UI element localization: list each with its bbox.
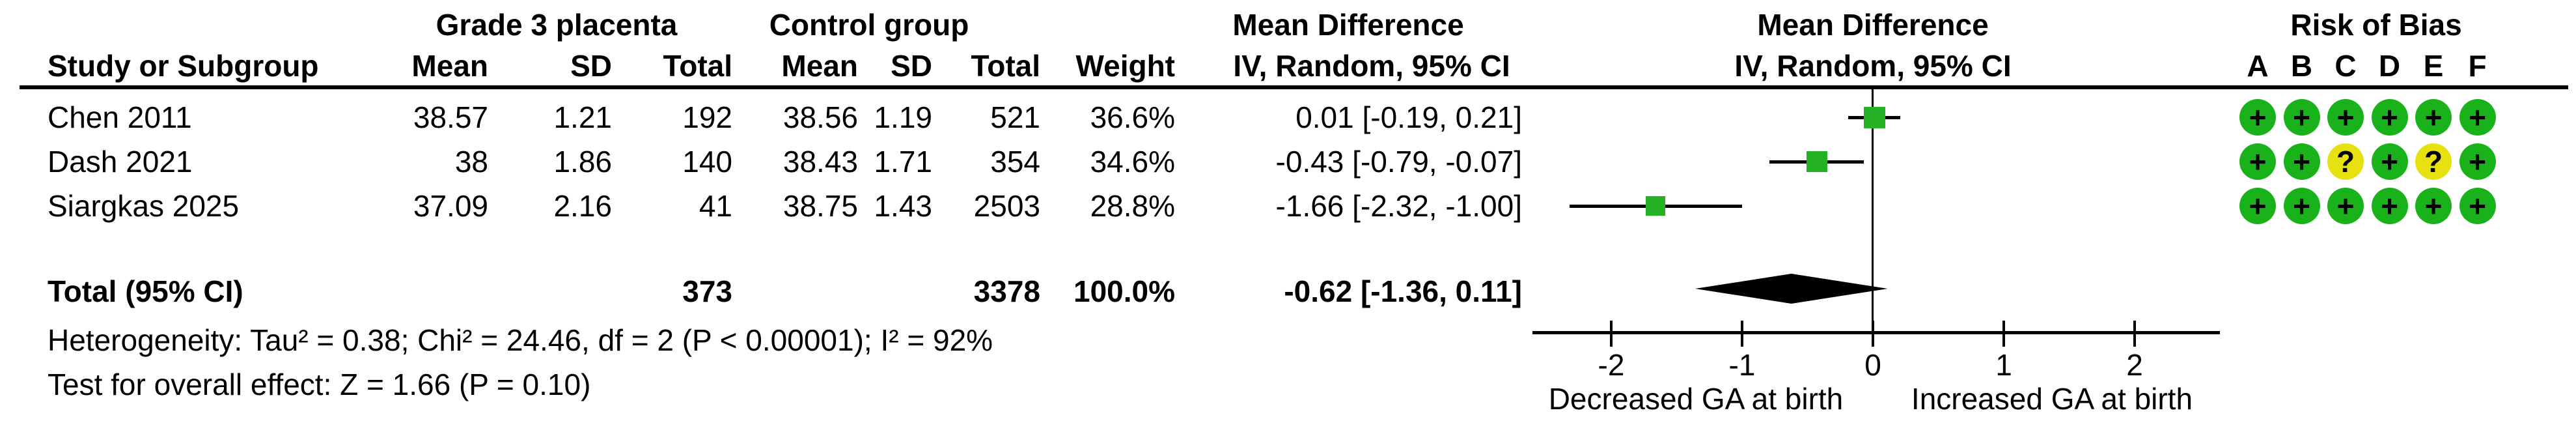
col-header-weight: Weight (1075, 49, 1175, 83)
study-weight: 36.6% (1090, 100, 1175, 134)
study-col-header: Study or Subgroup (48, 49, 319, 83)
rob-domain-letter: F (2468, 49, 2487, 83)
x-axis-tick (2002, 321, 2005, 347)
md-plot-col-header: Mean Difference (1757, 8, 1989, 42)
study-mean1: 38.57 (413, 100, 488, 134)
study-mean1: 38 (454, 145, 488, 179)
group1-header: Grade 3 placenta (436, 8, 678, 42)
study-total2: 521 (990, 100, 1040, 134)
study-sd1: 1.21 (553, 100, 612, 134)
rob-unclear-risk-icon: ? (2415, 143, 2452, 180)
col-header-mean2: Mean (781, 49, 858, 83)
study-total2: 354 (990, 145, 1040, 179)
total-row-label: Total (95% CI) (48, 274, 243, 308)
rob-domain-letter: B (2290, 49, 2313, 83)
study-name: Siargkas 2025 (48, 189, 240, 223)
x-axis-tick-label: 0 (1864, 348, 1881, 382)
rob-low-risk-icon: + (2283, 99, 2320, 136)
effect-square (1806, 151, 1827, 172)
effect-square (1646, 196, 1666, 216)
overall-effect-text: Test for overall effect: Z = 1.66 (P = 0… (48, 368, 591, 401)
pooled-diamond (1695, 274, 1888, 304)
axis-left-caption: Decreased GA at birth (1548, 382, 1844, 416)
risk-of-bias-header: Risk of Bias (2290, 8, 2462, 42)
rob-low-risk-icon: + (2327, 188, 2364, 224)
study-ci: -0.43 [-0.79, -0.07] (1275, 145, 1522, 179)
header-rule (20, 85, 2568, 89)
rob-low-risk-icon: + (2459, 143, 2496, 180)
rob-low-risk-icon: + (2415, 188, 2452, 224)
study-total1: 41 (699, 189, 732, 223)
rob-low-risk-icon: + (2283, 188, 2320, 224)
study-sd1: 2.16 (553, 189, 612, 223)
total-row-ci: -0.62 [-1.36, 0.11] (1284, 274, 1522, 308)
study-sd1: 1.86 (553, 145, 612, 179)
rob-low-risk-icon: + (2371, 143, 2408, 180)
md-text-col-header: Mean Difference (1232, 8, 1464, 42)
study-total2: 2503 (973, 189, 1040, 223)
study-ci: -1.66 [-2.32, -1.00] (1275, 189, 1522, 223)
x-axis-tick (1610, 321, 1613, 347)
rob-low-risk-icon: + (2327, 99, 2364, 136)
rob-low-risk-icon: + (2371, 99, 2408, 136)
study-sd2: 1.43 (874, 189, 932, 223)
effect-square (1863, 106, 1885, 128)
rob-domain-letter: E (2423, 49, 2444, 83)
rob-low-risk-icon: + (2239, 143, 2276, 180)
heterogeneity-text: Heterogeneity: Tau² = 0.38; Chi² = 24.46… (48, 323, 993, 357)
col-header-mean1: Mean (411, 49, 488, 83)
x-axis-tick-label: -2 (1598, 348, 1625, 382)
study-mean2: 38.56 (782, 100, 858, 134)
study-sd2: 1.19 (874, 100, 932, 134)
total-row-total1: 373 (682, 274, 732, 308)
x-axis-tick (2133, 321, 2136, 347)
total-row-weight: 100.0% (1073, 274, 1175, 308)
total-row-total2: 3378 (973, 274, 1040, 308)
axis-right-caption: Increased GA at birth (1911, 382, 2193, 416)
rob-low-risk-icon: + (2459, 188, 2496, 224)
col-header-total1: Total (663, 49, 732, 83)
group2-header: Control group (769, 8, 969, 42)
rob-low-risk-icon: + (2415, 99, 2452, 136)
x-axis-tick-label: -1 (1728, 348, 1756, 382)
plot-ci-header: IV, Random, 95% CI (1734, 49, 2012, 83)
study-mean2: 38.75 (782, 189, 858, 223)
col-header-sd2: SD (891, 49, 932, 83)
rob-low-risk-icon: + (2239, 99, 2276, 136)
x-axis-tick (1872, 321, 1874, 347)
zero-line (1872, 89, 1874, 334)
rob-low-risk-icon: + (2459, 99, 2496, 136)
study-weight: 34.6% (1090, 145, 1175, 179)
study-name: Dash 2021 (48, 145, 193, 179)
col-header-sd1: SD (570, 49, 612, 83)
col-header-total2: Total (971, 49, 1040, 83)
x-axis-tick-label: 1 (1995, 348, 2012, 382)
rob-low-risk-icon: + (2239, 188, 2276, 224)
study-total1: 140 (682, 145, 732, 179)
rob-domain-letter: D (2378, 49, 2401, 83)
study-ci: 0.01 [-0.19, 0.21] (1295, 100, 1522, 134)
rob-low-risk-icon: + (2371, 188, 2408, 224)
ci-col-header: IV, Random, 95% CI (1233, 49, 1510, 83)
study-sd2: 1.71 (874, 145, 932, 179)
rob-unclear-risk-icon: ? (2327, 143, 2364, 180)
study-weight: 28.8% (1090, 189, 1175, 223)
x-axis-tick-label: 2 (2126, 348, 2143, 382)
rob-domain-letter: C (2334, 49, 2357, 83)
study-name: Chen 2011 (48, 100, 192, 134)
study-mean1: 37.09 (413, 189, 488, 223)
rob-low-risk-icon: + (2283, 143, 2320, 180)
x-axis-tick (1741, 321, 1743, 347)
x-axis-line (1532, 331, 2220, 334)
study-total1: 192 (682, 100, 732, 134)
study-mean2: 38.43 (782, 145, 858, 179)
rob-domain-letter: A (2247, 49, 2269, 83)
